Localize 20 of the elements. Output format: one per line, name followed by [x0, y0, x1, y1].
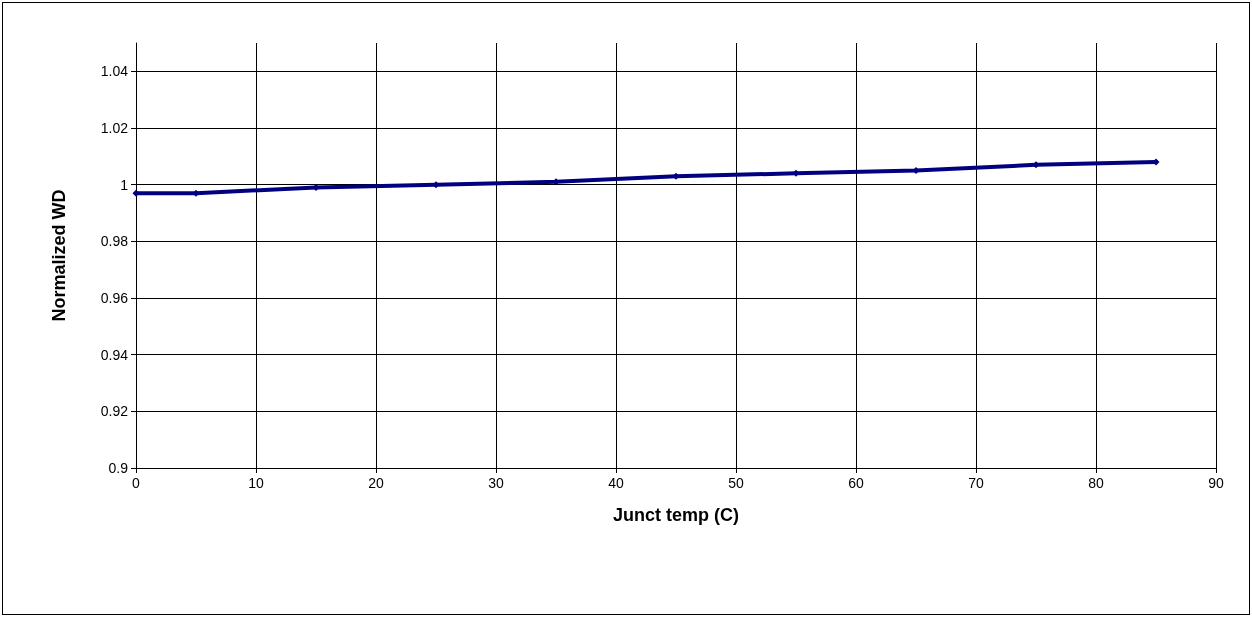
x-tick-label: 90: [1208, 475, 1224, 491]
x-tick-label: 80: [1088, 475, 1104, 491]
x-tick-label: 10: [248, 475, 264, 491]
x-tick-label: 70: [968, 475, 984, 491]
x-tick-label: 60: [848, 475, 864, 491]
x-tick-label: 20: [368, 475, 384, 491]
y-tick-label: 1: [120, 176, 129, 193]
x-tick-label: 0: [132, 475, 141, 491]
y-tick-label: 1.02: [100, 120, 129, 136]
y-tick-label: 0.94: [100, 346, 129, 363]
y-tick-label: 0.92: [100, 403, 129, 420]
x-tick-label: 30: [488, 475, 504, 491]
y-tick-label: 1.04: [100, 63, 129, 80]
x-tick-label: 40: [608, 475, 624, 491]
y-tick-label: 0.98: [100, 233, 129, 250]
x-tick-label: 50: [728, 475, 744, 491]
y-tick-label: 0.9: [108, 460, 129, 476]
y-tick-label: 0.96: [100, 290, 129, 306]
y-axis-title: Normalized WD: [49, 189, 69, 322]
x-axis-title: Junct temp (C): [613, 505, 740, 525]
